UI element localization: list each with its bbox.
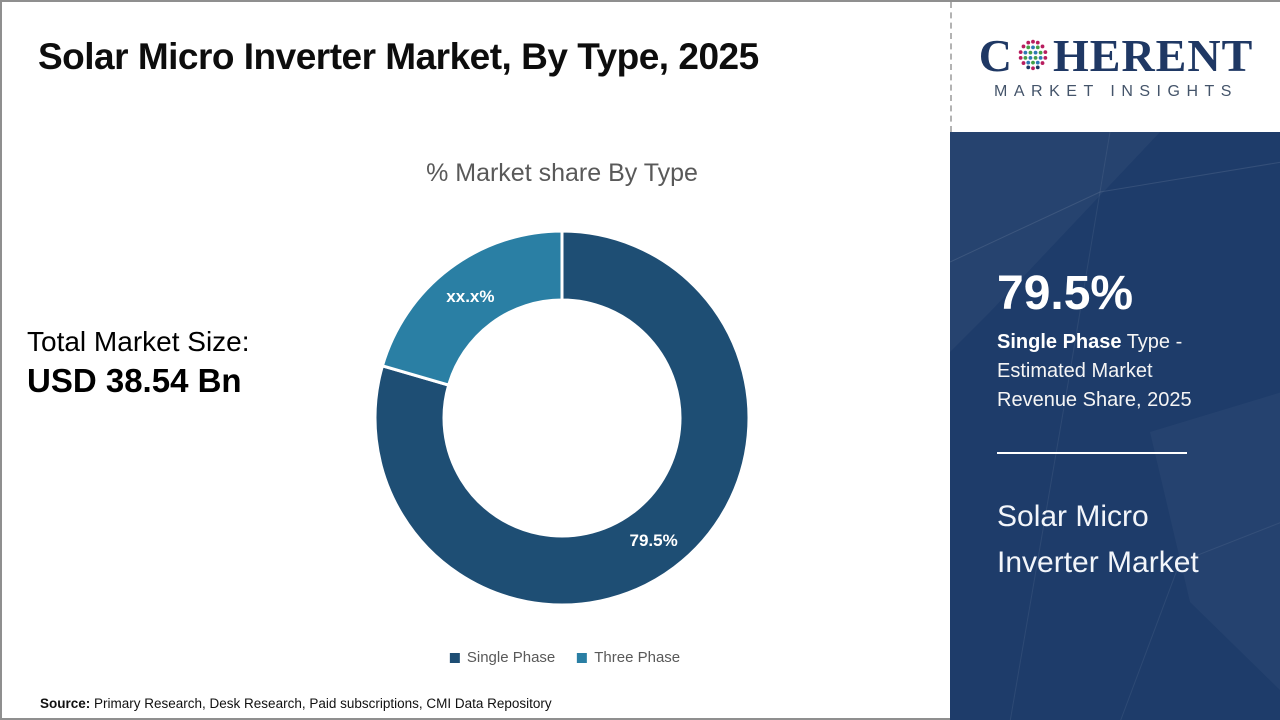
- coherent-globe-icon: [1018, 39, 1048, 71]
- total-market-size: Total Market Size: USD 38.54 Bn: [27, 326, 250, 400]
- sidebar-stat-description-bold: Single Phase: [997, 331, 1122, 353]
- total-market-size-label: Total Market Size:: [27, 326, 250, 357]
- chart-legend: Single Phase Three Phase: [449, 649, 680, 666]
- logo-subtitle: MARKET INSIGHTS: [994, 83, 1238, 100]
- donut-data-label: xx.x%: [446, 287, 494, 306]
- sidebar-stat-value: 79.5%: [997, 267, 1134, 320]
- sidebar-divider: [997, 452, 1187, 454]
- donut-slice-three-phase: [380, 229, 564, 387]
- sidebar-stat-description-rest: Type - Estimated Market Revenue Share, 2…: [997, 331, 1192, 411]
- donut-chart: 79.5% xx.x%: [373, 229, 751, 607]
- logo-area: C HERENT MARKET INSIGHTS: [950, 2, 1280, 132]
- source-line: Source: Primary Research, Desk Research,…: [40, 696, 552, 711]
- logo-letter-c: C: [978, 30, 1013, 81]
- legend-swatch-three-phase: [577, 652, 588, 663]
- sidebar: 79.5% Single Phase Type - Estimated Mark…: [950, 132, 1280, 720]
- donut-data-label: 79.5%: [629, 531, 677, 550]
- sidebar-product-name: Solar Micro Inverter Market: [997, 500, 1199, 579]
- chart-title: % Market share By Type: [426, 159, 698, 187]
- source-label: Source:: [40, 696, 91, 711]
- legend-item-single-phase: Single Phase: [449, 649, 556, 666]
- sidebar-content: 79.5% Single Phase Type - Estimated Mark…: [950, 132, 1280, 586]
- logo-letters-herent: HERENT: [1052, 30, 1254, 81]
- legend-label-three-phase: Three Phase: [594, 649, 681, 666]
- source-text: Primary Research, Desk Research, Paid su…: [90, 696, 552, 711]
- page-title: Solar Micro Inverter Market, By Type, 20…: [38, 36, 759, 77]
- total-market-size-value: USD 38.54 Bn: [27, 362, 242, 399]
- legend-label-single-phase: Single Phase: [466, 649, 556, 666]
- donut-slice-single-phase: [373, 229, 751, 607]
- legend-item-three-phase: Three Phase: [577, 649, 680, 666]
- legend-swatch-single-phase: [449, 652, 460, 663]
- sidebar-stat-description: Single Phase Type - Estimated Market Rev…: [997, 328, 1225, 415]
- logo-wordmark: C HERENT: [979, 33, 1254, 79]
